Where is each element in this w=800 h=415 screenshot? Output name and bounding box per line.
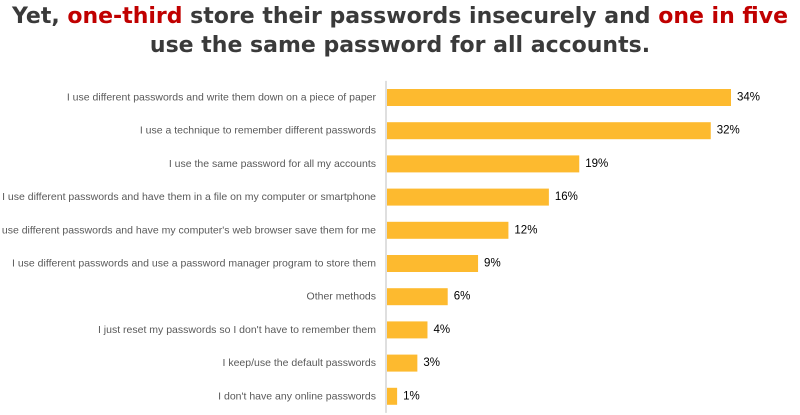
- headline-part: store their passwords insecurely and: [182, 4, 659, 29]
- bar: [387, 387, 398, 405]
- bar: [387, 188, 549, 206]
- bar: [387, 221, 509, 239]
- value-label: 4%: [433, 324, 450, 336]
- bar: [387, 155, 580, 173]
- category-label: I use different passwords and write them…: [67, 92, 377, 104]
- bar: [387, 288, 448, 306]
- bar: [387, 321, 428, 339]
- category-label: I use different passwords and use a pass…: [12, 258, 376, 270]
- category-label: I use different passwords and have them …: [2, 191, 376, 203]
- value-label: 19%: [585, 158, 608, 170]
- chart-headline: Yet, one-third store their passwords ins…: [0, 2, 800, 60]
- value-label: 16%: [555, 191, 578, 203]
- category-label: I use different passwords and have my co…: [0, 224, 376, 236]
- headline-highlight-one-in-five: one in five: [658, 4, 788, 29]
- value-label: 34%: [737, 92, 760, 104]
- headline-highlight-one-third: one-third: [67, 4, 183, 29]
- value-label: 3%: [423, 357, 440, 369]
- bar: [387, 255, 479, 272]
- category-label: I don't have any online passwords: [218, 390, 376, 402]
- value-label: 1%: [403, 390, 420, 402]
- value-label: 6%: [454, 291, 471, 303]
- headline-part: Yet,: [11, 4, 68, 29]
- category-label: Other methods: [307, 291, 376, 303]
- category-label: I keep/use the default passwords: [222, 357, 376, 369]
- category-label: I use the same password for all my accou…: [169, 158, 376, 170]
- bar: [387, 354, 418, 372]
- value-label: 12%: [514, 224, 537, 236]
- value-label: 32%: [717, 125, 740, 137]
- category-label: I use a technique to remember different …: [140, 125, 376, 137]
- bar: [387, 122, 711, 140]
- value-label: 9%: [484, 258, 501, 270]
- headline-part: use the same password for all accounts.: [149, 33, 651, 58]
- category-label: I just reset my passwords so I don't hav…: [98, 324, 376, 336]
- bar: [387, 89, 731, 106]
